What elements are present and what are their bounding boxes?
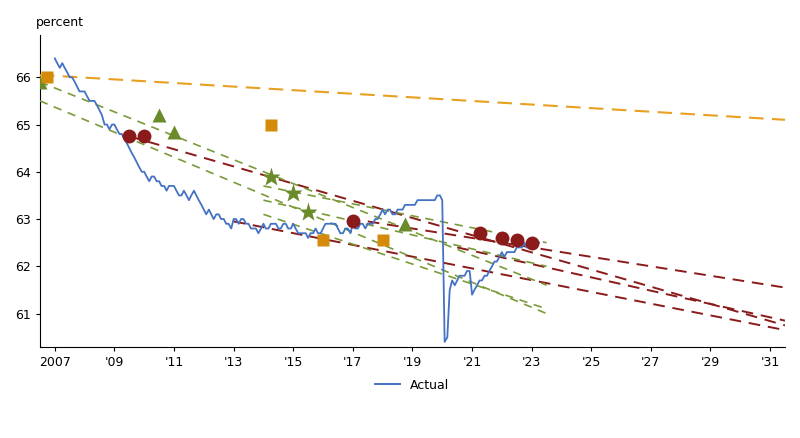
Legend: Actual: Actual: [370, 374, 454, 396]
Text: percent: percent: [36, 15, 84, 28]
